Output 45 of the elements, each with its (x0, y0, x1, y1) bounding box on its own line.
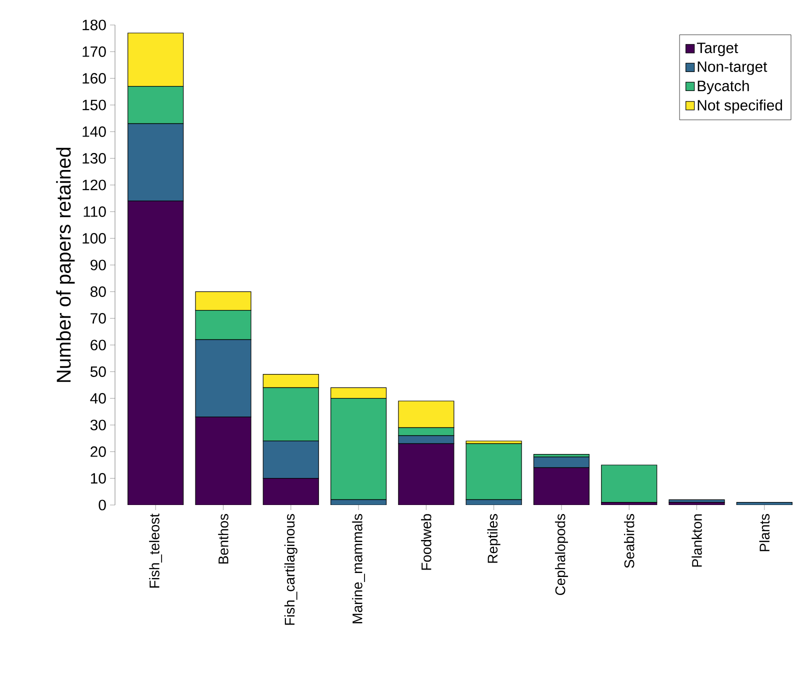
y-tick-label: 20 (90, 446, 106, 457)
y-tick-label: 160 (82, 73, 106, 84)
y-tick-label: 110 (84, 206, 106, 217)
y-tick-label: 140 (82, 126, 106, 137)
bar (534, 468, 590, 505)
y-tick-label: 60 (90, 340, 106, 350)
bar (533, 456, 590, 468)
legend-label: Not specified (698, 100, 782, 114)
legend-label: Target (696, 42, 738, 56)
y-tick-label: 0 (98, 500, 106, 510)
bar (398, 435, 454, 444)
bar (195, 339, 252, 418)
x-tick-label: Fish_teleost (149, 514, 162, 588)
bar (128, 123, 184, 202)
bar (263, 478, 319, 505)
bar (466, 443, 522, 500)
x-tick-label: Reptiles (487, 514, 500, 563)
y-tick-label: 10 (91, 473, 106, 484)
x-tick-label: Benthos (218, 514, 228, 564)
y-tick-label: 80 (90, 286, 106, 297)
y-tick-label: 40 (90, 393, 106, 404)
y-tick-label: 100 (82, 233, 106, 244)
y-tick-label: 170 (82, 46, 106, 57)
y-tick-label: 180 (82, 20, 106, 30)
y-tick-label: 70 (90, 313, 106, 324)
y-tick-label: 30 (90, 420, 106, 430)
y-tick-label: 130 (82, 153, 106, 164)
legend-label: Bycatch (698, 80, 749, 94)
y-tick-label: 90 (90, 260, 106, 270)
bar (262, 440, 319, 479)
x-tick-label: Plankton (692, 514, 702, 567)
bar (128, 200, 184, 505)
x-tick-label: Plants (759, 514, 770, 552)
x-tick-label: Cephalopods (554, 514, 568, 596)
x-tick-label: Foodweb (421, 514, 432, 570)
bar (196, 417, 251, 505)
x-tick-label: Seabirds (624, 514, 634, 568)
y-tick-label: 150 (82, 100, 106, 110)
y-axis-title: Number of papers retained (56, 148, 75, 382)
legend-label: Non-target (698, 62, 768, 75)
x-tick-label: Fish_cartilaginous (284, 514, 298, 625)
y-tick-label: 50 (90, 366, 106, 377)
y-tick-label: 120 (82, 180, 106, 190)
x-tick-label: Marine_mammals (352, 514, 365, 624)
bar (398, 444, 454, 505)
